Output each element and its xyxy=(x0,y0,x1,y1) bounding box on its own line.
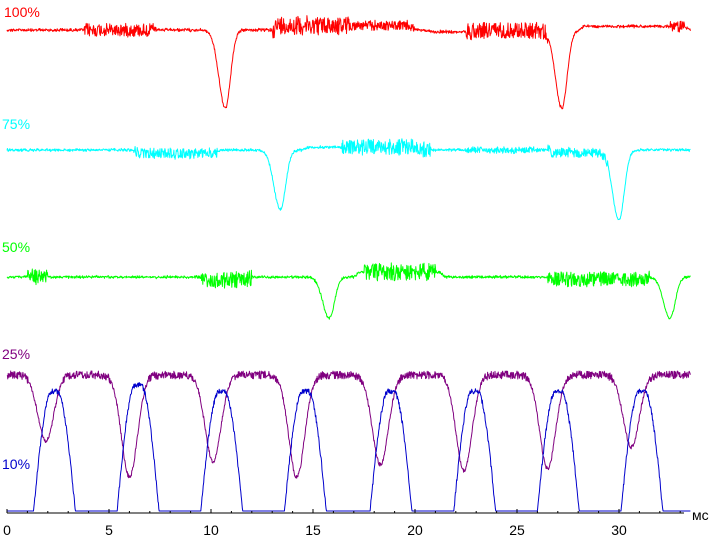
traces xyxy=(6,15,691,512)
series-label-50: 50% xyxy=(2,239,30,255)
series-50-line xyxy=(6,262,691,320)
x-tick-label: 20 xyxy=(407,522,423,538)
series-100-line xyxy=(6,15,691,110)
x-tick-label: 0 xyxy=(3,522,11,538)
series-25-line xyxy=(6,370,691,479)
series-10-line xyxy=(6,382,691,512)
x-axis-unit: мс xyxy=(692,507,709,523)
x-ticks: 0 5 10 15 20 25 30 xyxy=(3,509,681,538)
series-label-100: 100% xyxy=(4,4,40,20)
x-axis: 0 5 10 15 20 25 30 мс xyxy=(3,507,709,538)
x-tick-label: 5 xyxy=(105,522,113,538)
x-tick-label: 25 xyxy=(509,522,525,538)
x-tick-label: 10 xyxy=(203,522,219,538)
series-label-10: 10% xyxy=(2,456,30,472)
series-label-25: 25% xyxy=(2,346,30,362)
series-75-line xyxy=(6,138,691,221)
series-labels: 100% 75% 50% 25% 10% xyxy=(2,4,40,472)
series-label-75: 75% xyxy=(2,116,30,132)
x-tick-label: 30 xyxy=(611,522,627,538)
x-tick-label: 15 xyxy=(305,522,321,538)
